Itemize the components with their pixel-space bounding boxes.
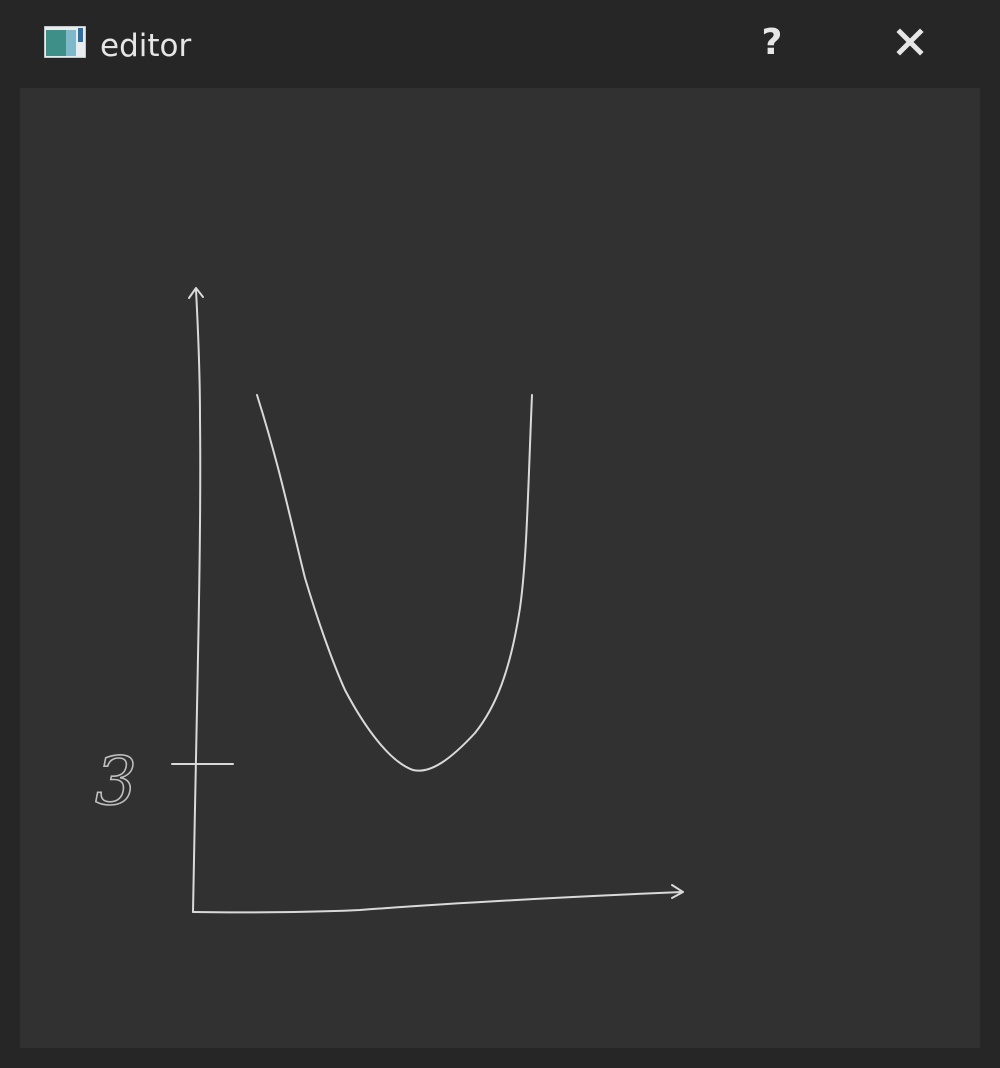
x-axis-arrowhead: [671, 884, 684, 899]
help-button[interactable]: ?: [748, 20, 796, 68]
title-bar[interactable]: editor ?: [0, 0, 1000, 88]
app-window-icon: [43, 25, 87, 59]
y-axis-line: [192, 289, 202, 913]
help-icon: ?: [761, 22, 783, 63]
drawing-canvas[interactable]: 3: [20, 88, 980, 1048]
parabola-curve: [256, 394, 533, 772]
x-axis-line: [192, 891, 683, 914]
window-title: editor: [100, 28, 192, 64]
y-axis-arrowhead: [188, 287, 204, 299]
sketch-drawing: 3: [94, 287, 684, 914]
close-button[interactable]: [886, 20, 934, 68]
y-tick-label: 3: [95, 743, 137, 820]
close-icon: [896, 28, 924, 56]
